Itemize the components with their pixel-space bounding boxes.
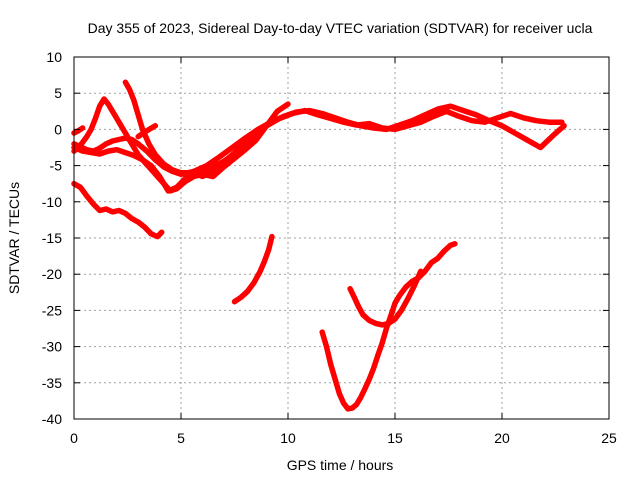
series-track-i [319, 241, 458, 412]
y-tick-label: -25 [42, 302, 62, 318]
y-tick-label: -35 [42, 375, 62, 391]
series-track-c [71, 96, 291, 194]
series-track-b [71, 103, 567, 178]
x-axis-title: GPS time / hours [287, 457, 394, 473]
x-tick-label: 20 [494, 430, 510, 446]
axis-ticks [73, 56, 610, 420]
x-tick-labels: 0 5 10 15 20 25 [70, 430, 617, 446]
y-tick-label: -30 [42, 339, 62, 355]
y-tick-label: 5 [54, 85, 62, 101]
y-tick-labels: 10 5 0 -5 -10 -15 -20 -25 -30 -35 -40 [42, 49, 62, 427]
series-track-f [135, 123, 159, 140]
x-tick-label: 25 [601, 430, 617, 446]
series-track-j [347, 268, 424, 328]
series-track-h [231, 233, 275, 305]
y-tick-label: -20 [42, 266, 62, 282]
y-tick-label: -5 [50, 158, 63, 174]
x-tick-label: 5 [177, 430, 185, 446]
y-tick-label: 10 [46, 49, 62, 65]
x-tick-label: 0 [70, 430, 78, 446]
series-track-e [122, 79, 236, 176]
series-group [71, 79, 567, 412]
y-tick-label: -40 [42, 411, 62, 427]
grid [74, 57, 609, 419]
y-tick-label: -10 [42, 194, 62, 210]
y-tick-label: -15 [42, 230, 62, 246]
series-track-d [71, 125, 86, 136]
series-track-g [71, 180, 165, 240]
chart-title: Day 355 of 2023, Sidereal Day-to-day VTE… [88, 20, 593, 36]
y-tick-label: 0 [54, 121, 62, 137]
x-tick-label: 15 [387, 430, 403, 446]
y-axis-title: SDTVAR / TECUs [6, 182, 22, 294]
x-tick-label: 10 [280, 430, 296, 446]
